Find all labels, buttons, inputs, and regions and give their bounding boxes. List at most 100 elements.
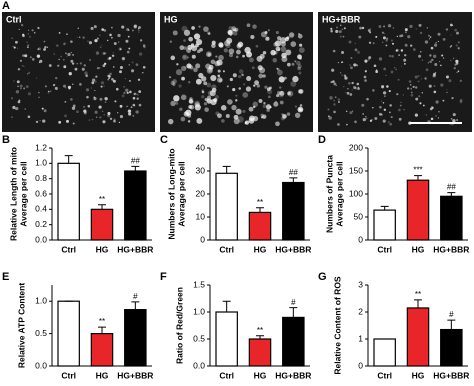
texture-dot: [257, 65, 263, 71]
texture-dot: [433, 85, 436, 87]
texture-dot: [19, 84, 23, 88]
texture-dot: [333, 103, 336, 106]
texture-dot: [374, 117, 378, 120]
texture-dot: [100, 81, 105, 85]
texture-dot: [276, 69, 283, 76]
bar: [373, 209, 396, 241]
texture-dot: [455, 44, 458, 47]
texture-dot: [353, 63, 357, 67]
texture-dot: [135, 110, 139, 114]
texture-dot: [429, 54, 432, 57]
texture-dot: [233, 114, 239, 120]
texture-dot: [338, 30, 342, 34]
texture-dot: [79, 62, 82, 65]
texture-dot: [65, 119, 69, 123]
texture-dot: [427, 62, 430, 64]
texture-dot: [90, 87, 92, 89]
texture-dot: [369, 28, 371, 30]
texture-dot: [339, 35, 342, 38]
texture-dot: [103, 114, 105, 116]
texture-dot: [368, 56, 372, 60]
texture-dot: [358, 35, 362, 39]
texture-dot: [356, 87, 359, 91]
texture-dot: [45, 85, 47, 88]
texture-dot: [207, 90, 214, 96]
texture-dot: [263, 102, 266, 105]
texture-dot: [442, 99, 445, 102]
texture-dot: [235, 99, 238, 102]
texture-dot: [48, 64, 52, 67]
texture-dot: [186, 56, 189, 59]
texture-dot: [188, 64, 194, 70]
texture-dot: [264, 31, 268, 34]
texture-dot: [72, 122, 75, 125]
texture-dot: [279, 100, 284, 105]
texture-dot: [264, 85, 268, 89]
texture-dot: [195, 78, 202, 85]
texture-dot: [117, 33, 121, 38]
texture-dot: [21, 64, 24, 67]
significance: **: [257, 198, 263, 207]
texture-dot: [43, 48, 46, 51]
texture-dot: [434, 63, 438, 67]
texture-dot: [99, 46, 102, 48]
panel-label: A: [2, 0, 10, 12]
texture-dot: [365, 117, 368, 120]
texture-dot: [388, 54, 392, 58]
texture-dot: [210, 74, 217, 82]
texture-dot: [101, 110, 104, 112]
texture-dot: [138, 30, 140, 32]
texture-dot: [415, 28, 417, 30]
texture-dot: [330, 27, 333, 30]
x-tick-label: HG+BBR: [275, 244, 311, 254]
texture-dot: [131, 29, 134, 32]
texture-dot: [27, 73, 29, 75]
texture-dot: [101, 28, 105, 31]
texture-dot: [128, 112, 132, 116]
texture-dot: [394, 67, 396, 69]
texture-dot: [354, 48, 358, 52]
texture-dot: [179, 45, 185, 51]
texture-dot: [395, 49, 398, 52]
texture-dot: [259, 53, 265, 59]
texture-dot: [350, 57, 353, 60]
x-tick-label: Ctrl: [377, 370, 392, 380]
texture-dot: [291, 62, 295, 66]
y-tick-label: 200: [349, 142, 363, 152]
texture-dot: [430, 46, 434, 50]
texture-dot: [439, 64, 442, 67]
texture-dot: [268, 86, 272, 90]
texture-dot: [414, 113, 418, 117]
texture-dot: [344, 76, 348, 80]
texture-dot: [138, 103, 142, 107]
texture-dot: [27, 115, 31, 119]
texture-dot: [24, 108, 27, 110]
texture-dot: [95, 51, 100, 55]
texture-dot: [66, 55, 68, 57]
texture-dot: [425, 68, 429, 72]
texture-dot: [397, 78, 400, 81]
texture-dot: [277, 48, 280, 51]
texture-dot: [118, 41, 120, 43]
texture-dot: [429, 54, 432, 57]
texture-dot: [442, 37, 446, 41]
texture-dot: [410, 88, 412, 90]
texture-dot: [15, 107, 19, 111]
texture-dot: [76, 63, 78, 65]
texture-dot: [421, 92, 423, 94]
texture-dot: [286, 112, 291, 116]
texture-dot: [258, 73, 264, 79]
texture-dot: [227, 29, 234, 36]
texture-dot: [11, 37, 14, 40]
texture-dot: [456, 31, 459, 35]
texture-dot: [285, 49, 292, 56]
texture-dot: [350, 66, 353, 70]
bar: [90, 208, 114, 241]
texture-dot: [103, 62, 107, 66]
texture-dot: [364, 70, 367, 73]
texture-dot: [357, 86, 360, 89]
significance: #: [291, 298, 296, 307]
texture-dot: [382, 119, 386, 123]
texture-dot: [335, 29, 339, 34]
texture-dot: [382, 41, 384, 44]
